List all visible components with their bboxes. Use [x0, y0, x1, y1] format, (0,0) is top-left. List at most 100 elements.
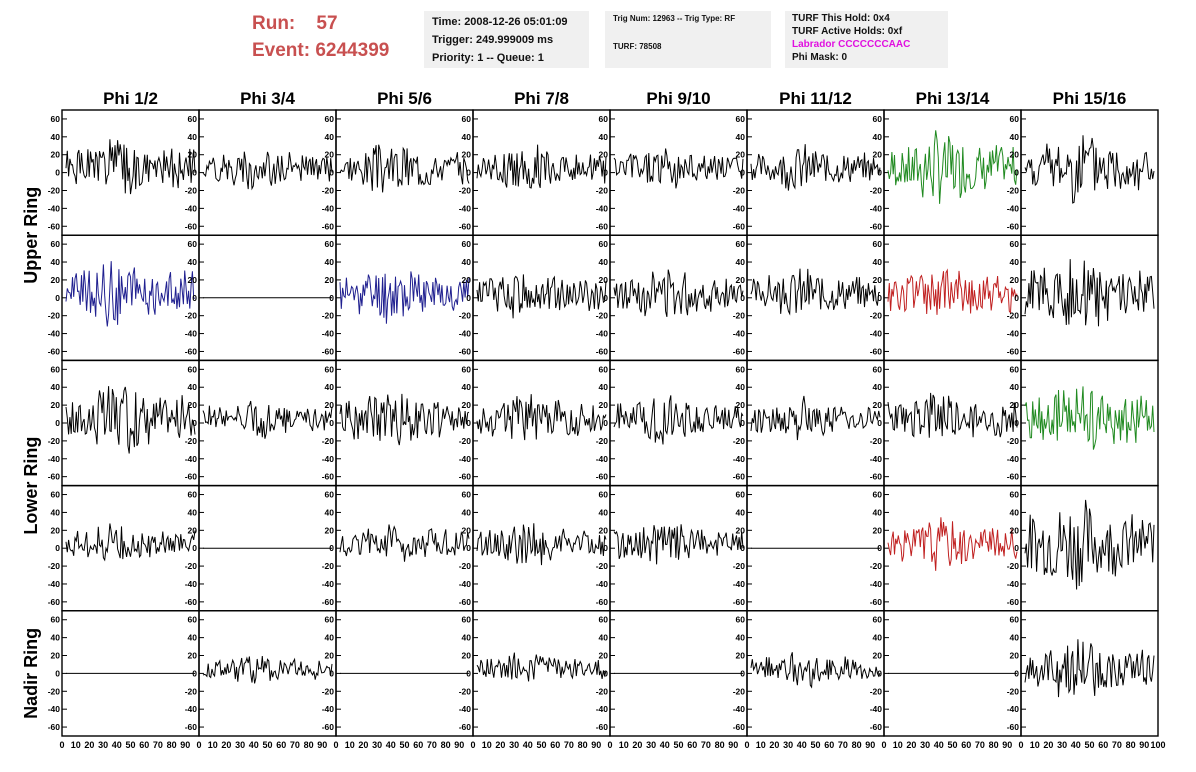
panel-frame [1020, 484, 1159, 612]
y-tick-label: -60 [733, 346, 746, 356]
y-tick-label: -20 [596, 436, 609, 446]
y-tick-label: -60 [185, 346, 198, 356]
x-tick-label: 50 [125, 740, 135, 750]
y-tick-label: 40 [873, 633, 883, 643]
y-tick-label: -20 [322, 686, 335, 696]
y-tick-label: 60 [736, 239, 746, 249]
y-tick-label: 20 [462, 651, 472, 661]
y-tick-label: -60 [733, 597, 746, 607]
x-tick-label: 0 [59, 740, 64, 750]
y-tick-label: -40 [596, 579, 609, 589]
y-tick-label: -40 [48, 454, 61, 464]
y-tick-label: 60 [1010, 490, 1020, 500]
y-tick-label: -60 [596, 346, 609, 356]
y-tick-label: -40 [1007, 203, 1020, 213]
waveform-trace [1024, 135, 1155, 204]
y-tick-label: -60 [596, 221, 609, 231]
y-tick-label: 60 [188, 364, 198, 374]
y-tick-label: -20 [1007, 311, 1020, 321]
x-tick-label: 80 [715, 740, 725, 750]
y-tick-label: 20 [599, 400, 609, 410]
y-tick-label: -60 [459, 346, 472, 356]
y-tick-label: -20 [733, 686, 746, 696]
x-tick-label: 70 [701, 740, 711, 750]
x-tick-label: 20 [221, 740, 231, 750]
y-tick-label: -60 [1007, 346, 1020, 356]
x-tick-label: 30 [235, 740, 245, 750]
y-tick-label: 20 [188, 525, 198, 535]
y-tick-label: -60 [870, 346, 883, 356]
waveform-trace [476, 394, 607, 441]
y-tick-label: 20 [736, 275, 746, 285]
y-tick-label: 0 [55, 293, 60, 303]
x-tick-label: 70 [564, 740, 574, 750]
y-tick-label: 40 [325, 257, 335, 267]
x-tick-label: 80 [852, 740, 862, 750]
waveform-trace [65, 523, 196, 562]
y-tick-label: 40 [188, 633, 198, 643]
y-tick-label: -60 [185, 722, 198, 732]
column-header: Phi 3/4 [240, 89, 295, 108]
labrador-text: Labrador CCCCCCCAAC [792, 39, 911, 50]
y-tick-label: 20 [462, 525, 472, 535]
y-tick-label: 40 [1010, 132, 1020, 142]
y-tick-label: -40 [1007, 454, 1020, 464]
y-tick-label: -60 [1007, 221, 1020, 231]
run-label: Run: [252, 13, 296, 34]
y-tick-label: 20 [1010, 651, 1020, 661]
x-tick-label: 90 [591, 740, 601, 750]
y-tick-label: -40 [733, 454, 746, 464]
y-tick-label: 20 [325, 275, 335, 285]
y-tick-label: 60 [188, 615, 198, 625]
y-tick-label: -20 [185, 311, 198, 321]
x-tick-label: 10 [619, 740, 629, 750]
column-header: Phi 15/16 [1053, 89, 1127, 108]
y-tick-label: 0 [1014, 293, 1019, 303]
y-tick-label: 40 [736, 507, 746, 517]
y-tick-label: -40 [596, 704, 609, 714]
y-tick-label: 60 [462, 114, 472, 124]
y-tick-label: -20 [1007, 436, 1020, 446]
panel-frame [1020, 610, 1159, 737]
x-tick-label: 0 [1018, 740, 1023, 750]
y-tick-label: 0 [740, 418, 745, 428]
turf-active-text: TURF Active Holds: 0xf [792, 26, 903, 37]
y-tick-label: 0 [1014, 418, 1019, 428]
y-tick-label: 20 [873, 150, 883, 160]
y-tick-label: 40 [188, 507, 198, 517]
y-tick-label: -60 [185, 221, 198, 231]
y-tick-label: 0 [740, 668, 745, 678]
y-tick-label: -40 [1007, 329, 1020, 339]
y-tick-label: 20 [1010, 150, 1020, 160]
y-tick-label: -20 [459, 185, 472, 195]
y-tick-label: 0 [192, 168, 197, 178]
y-tick-label: -20 [322, 185, 335, 195]
y-tick-label: 0 [466, 668, 471, 678]
y-tick-label: 0 [329, 293, 334, 303]
y-tick-label: -20 [733, 436, 746, 446]
y-tick-label: -60 [596, 472, 609, 482]
y-tick-label: 20 [188, 651, 198, 661]
turf-hold-text: TURF This Hold: 0x4 [792, 13, 890, 24]
y-tick-label: -40 [459, 579, 472, 589]
y-tick-label: 60 [325, 239, 335, 249]
x-tick-label: 70 [153, 740, 163, 750]
y-tick-label: -20 [733, 561, 746, 571]
x-tick-label: 80 [989, 740, 999, 750]
y-tick-label: -20 [48, 185, 61, 195]
y-tick-label: 0 [329, 418, 334, 428]
y-tick-label: 0 [740, 293, 745, 303]
y-tick-label: 60 [51, 615, 61, 625]
y-tick-label: 60 [462, 490, 472, 500]
y-tick-label: 40 [188, 257, 198, 267]
y-tick-label: -40 [870, 704, 883, 714]
y-tick-label: 0 [329, 668, 334, 678]
y-tick-label: 0 [466, 168, 471, 178]
y-tick-label: -20 [596, 311, 609, 321]
y-tick-label: 0 [877, 668, 882, 678]
y-tick-label: -40 [185, 329, 198, 339]
y-tick-label: 60 [51, 490, 61, 500]
y-tick-label: 20 [873, 525, 883, 535]
x-tick-label: 30 [509, 740, 519, 750]
waveform-trace [1024, 386, 1155, 450]
